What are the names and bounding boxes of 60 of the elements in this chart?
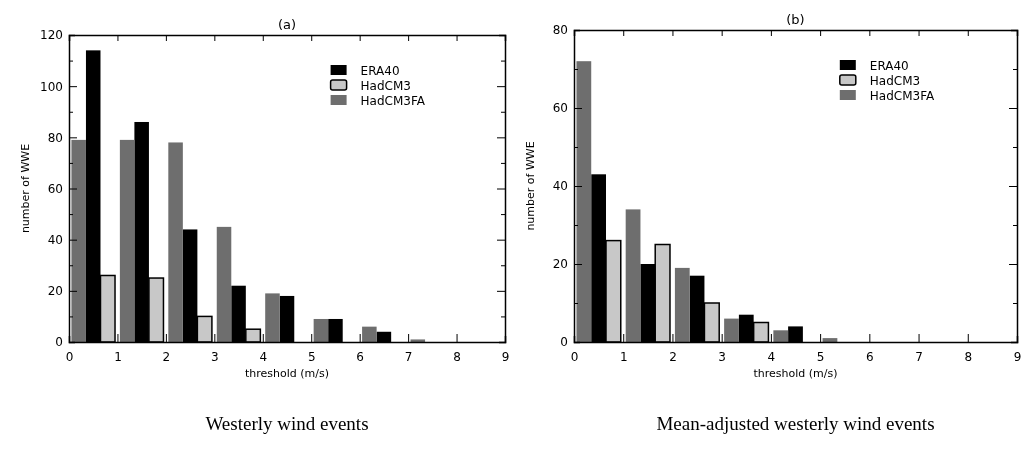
- bar: [313, 318, 329, 342]
- x-tick-label: 4: [767, 349, 776, 364]
- x-tick-label: 0: [570, 349, 579, 364]
- x-tick-label: 1: [619, 349, 628, 364]
- x-tick-label: 2: [669, 349, 677, 364]
- legend-label: ERA40: [869, 58, 909, 73]
- y-tick-label: 0: [560, 335, 568, 350]
- x-tick-label: 8: [453, 349, 461, 364]
- y-tick-label: 0: [55, 335, 63, 350]
- y-tick-label: 80: [47, 130, 63, 145]
- x-tick-label: 9: [1013, 349, 1022, 364]
- y-tick-label: 60: [552, 101, 568, 116]
- legend-label: HadCM3FA: [869, 88, 935, 103]
- bar: [362, 326, 377, 342]
- bar: [119, 139, 135, 342]
- x-tick-label: 6: [866, 349, 874, 364]
- x-tick-label: 5: [816, 349, 825, 364]
- legend-label: HadCM3: [869, 73, 921, 88]
- x-tick-label: 3: [718, 349, 726, 364]
- legend-label: ERA40: [360, 63, 400, 78]
- y-axis-title: number of WWE: [19, 143, 32, 234]
- bar: [168, 142, 183, 342]
- x-tick-label: 9: [501, 349, 510, 364]
- x-tick-label: 6: [356, 349, 364, 364]
- bar: [724, 318, 739, 342]
- y-axis-title: number of WWE: [524, 141, 537, 231]
- legend-label: HadCM3FA: [360, 93, 426, 108]
- bar: [576, 61, 592, 342]
- bar: [216, 226, 232, 342]
- x-tick-label: 1: [114, 349, 122, 364]
- bar: [265, 293, 280, 342]
- x-axis-title: threshold (m/s): [244, 367, 330, 380]
- y-tick-label: 100: [40, 79, 63, 94]
- legend-label: HadCM3: [360, 78, 411, 93]
- y-tick-label: 120: [40, 28, 63, 43]
- bar: [822, 338, 838, 342]
- bar: [625, 209, 641, 342]
- x-tick-label: 7: [915, 349, 923, 364]
- bar: [71, 139, 86, 342]
- x-tick-label: 8: [964, 349, 973, 364]
- x-tick-label: 5: [307, 349, 316, 364]
- chart-title: (a): [277, 17, 297, 32]
- x-tick-label: 7: [404, 349, 413, 364]
- x-tick-label: 4: [259, 349, 268, 364]
- y-tick-label: 40: [552, 179, 568, 194]
- bar: [410, 339, 426, 342]
- text: Mean-adjusted westerly wind events: [656, 413, 935, 434]
- bar: [773, 330, 789, 342]
- y-tick-label: 60: [47, 181, 63, 196]
- bar: [674, 267, 690, 342]
- text: Westerly wind events: [205, 413, 369, 434]
- x-tick-label: 3: [211, 349, 219, 364]
- x-axis-title: threshold (m/s): [753, 367, 838, 380]
- chart-title: (b): [786, 12, 805, 27]
- y-tick-label: 20: [47, 284, 63, 299]
- y-tick-label: 40: [47, 233, 63, 248]
- y-tick-label: 80: [552, 23, 568, 38]
- x-tick-label: 2: [162, 349, 171, 364]
- y-tick-label: 20: [552, 257, 568, 272]
- x-tick-label: 0: [65, 349, 74, 364]
